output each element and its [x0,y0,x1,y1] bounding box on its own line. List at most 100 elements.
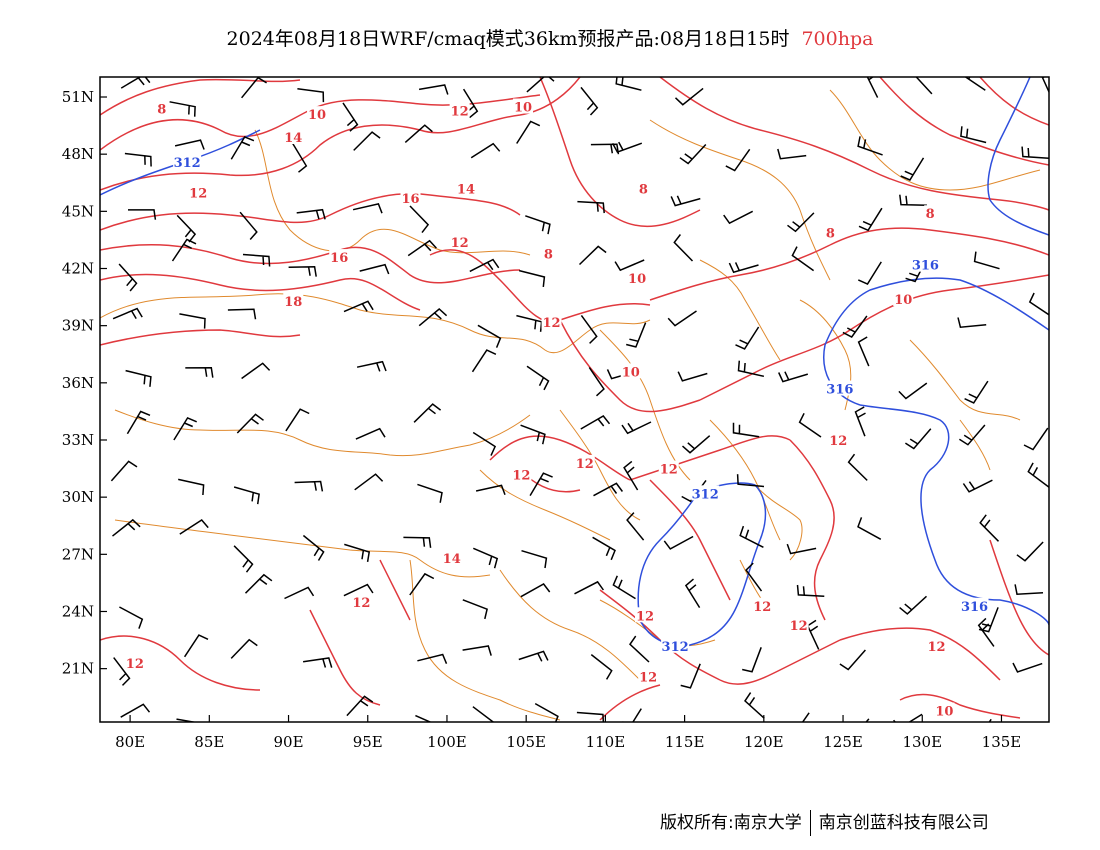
wind-barb [236,413,264,434]
wind-barb [227,308,257,320]
red-contour-label: 12 [451,236,469,251]
wind-barb [415,714,432,722]
red-contour-label-bg [788,616,809,632]
copyright-left: 版权所有:南京大学 [660,813,802,833]
wind-barb [626,322,647,348]
wind-barb [124,152,152,167]
wind-barb [409,572,435,596]
wind-barb [898,382,928,400]
footer-divider [809,810,811,836]
wind-barb [580,86,599,116]
red-contour-label-bg [752,597,773,613]
wind-barb [230,638,258,659]
lat-tick-label: 45N [62,202,94,220]
wind-barb [737,360,765,378]
wind-barb [798,412,822,438]
wind-barb [418,84,449,95]
wind-barb [854,406,866,437]
wind-barb [857,517,882,540]
wind-barb [663,535,694,550]
wind-barb [233,486,260,505]
wind-barb [120,77,151,89]
blue-contour-label: 316 [961,600,988,615]
wind-barb [673,234,694,262]
wind-barb [960,126,987,144]
wind-barb [475,484,506,496]
red-contour-label-bg [934,702,955,718]
red-contour-label-bg [635,607,656,623]
red-contour-label: 16 [330,251,348,266]
wind-barb [230,135,255,160]
wind-barb [858,207,883,232]
wind-barb [179,313,206,329]
wind-barb [1014,584,1044,595]
wind-barb [344,543,371,563]
red-contour-label-bg [637,180,650,196]
wind-barb [352,203,383,214]
red-contour-label: 14 [284,131,302,146]
red-contour-label: 10 [628,272,646,287]
wind-barb [578,245,607,266]
wind-barb [110,460,138,482]
red-contour-label-bg [924,205,937,221]
wind-barb [183,634,209,658]
red-contour-label: 12 [126,657,144,672]
map-title: 2024年08月18日WRF/cmaq模式36km预报产品:08月18日15时 7… [0,24,1100,51]
red-contour-label: 12 [189,186,207,201]
red-contour-label-bg [400,189,421,205]
wind-barb [176,214,197,243]
wind-barb [171,238,197,262]
wind-barb [745,562,763,592]
wind-barb [590,143,620,155]
wind-barb [472,706,495,722]
blue-contour-label: 316 [912,259,939,274]
lat-tick-label: 21N [62,660,94,678]
wind-barb [470,142,501,159]
wind-barb [178,478,205,496]
lon-tick-label: 125E [823,733,863,751]
wind-barb [239,211,258,240]
wind-barb [590,654,613,680]
blue-contour-label-bg [911,256,940,272]
red-contour-label: 14 [457,182,475,197]
wind-barb [284,586,315,600]
blue-contours [100,77,1049,647]
wind-barb [725,148,751,172]
wind-barb [356,360,387,372]
lon-tick-label: 120E [744,733,784,751]
red-contour-label: 18 [284,295,302,310]
red-contour-label-bg [124,654,145,670]
wind-barb [185,366,214,378]
lat-tick-label: 30N [62,488,94,506]
wind-barb [857,261,882,285]
wind-barb [403,536,432,548]
wind-barb [126,410,151,435]
red-contour-label-bg [441,550,462,566]
wind-barb [288,266,317,277]
red-contour-label: 10 [308,108,326,123]
wind-barb [622,708,642,722]
red-contour-label-bg [283,129,304,145]
wind-barb [520,583,551,598]
wind-barb [842,315,868,338]
blue-contour-label-bg [691,485,720,501]
wind-barb [899,595,928,615]
red-contour-label-bg [541,313,562,329]
wind-barb [786,543,817,555]
copyright-footer: 版权所有:南京大学 南京创蓝科技有限公司 [660,808,989,836]
wind-barb [417,483,443,503]
wind-barb [112,518,141,537]
wind-barb [744,692,765,719]
wind-barb [233,545,254,573]
lon-tick-label: 80E [115,733,145,751]
red-contour-label-bg [449,102,470,118]
wind-barb [614,259,645,272]
red-contour-label-bg [188,184,209,200]
lon-tick-label: 105E [506,733,546,751]
wind-barb [580,314,598,344]
wind-barb [462,645,492,656]
red-contour-label: 16 [401,192,419,207]
blue-contour-label: 312 [692,487,719,502]
red-contour-label: 12 [512,468,530,483]
